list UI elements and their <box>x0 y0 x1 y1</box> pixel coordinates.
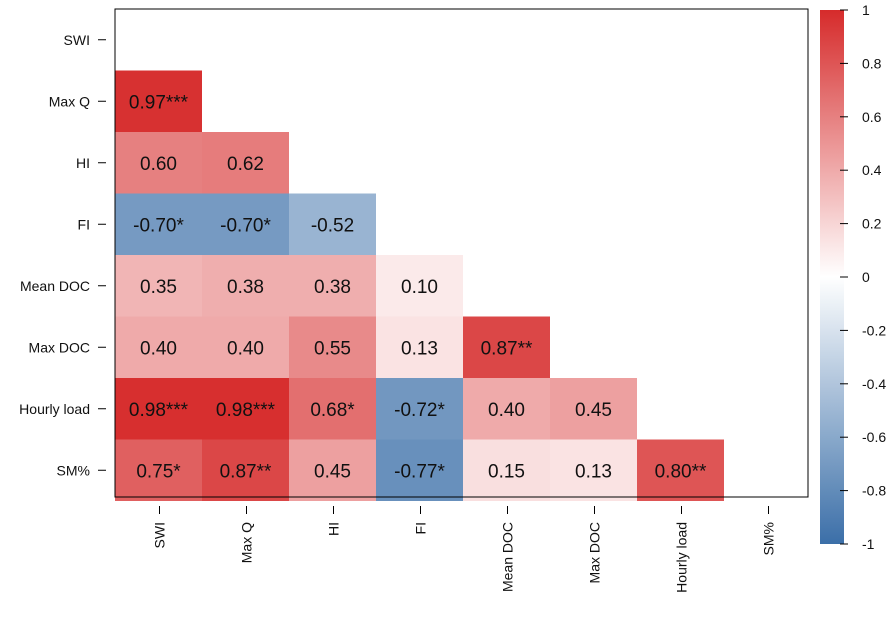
cell-value-label: 0.40 <box>140 338 177 359</box>
column-label-smpct: SM% <box>761 522 777 555</box>
cell-value-label: 0.38 <box>314 277 351 298</box>
cell-value-label: 0.15 <box>488 461 525 482</box>
column-label-max-doc: Max DOC <box>587 522 603 583</box>
plot-frame <box>114 8 809 498</box>
heatmap-cell-max-doc-fi <box>376 316 463 378</box>
row-label-max-q: Max Q <box>49 93 90 109</box>
colorbar-tick-label: 0.6 <box>862 109 882 125</box>
heatmap-cell-max-doc-max-q <box>202 316 289 378</box>
row-label-swi: SWI <box>64 32 90 48</box>
column-label-max-q: Max Q <box>239 522 255 563</box>
heatmap-cell-smpct-hourly-load <box>637 439 724 501</box>
heatmap-cell-mean-doc-fi <box>376 255 463 317</box>
heatmap-cell-fi-swi <box>115 193 202 255</box>
cell-value-label: 0.97*** <box>129 92 189 113</box>
heatmap-cell-smpct-mean-doc <box>463 439 550 501</box>
cell-value-label: 0.55 <box>314 338 351 359</box>
column-label-fi: FI <box>413 522 429 534</box>
cell-value-label: 0.13 <box>575 461 612 482</box>
colorbar-tick-label: 0.8 <box>862 55 882 71</box>
heatmap-cell-hourly-load-hi <box>289 378 376 440</box>
colorbar-tick-label: -1 <box>862 536 875 552</box>
cell-value-label: 0.35 <box>140 277 177 298</box>
cell-value-label: 0.87** <box>220 461 272 482</box>
colorbar-tick-label: 0.4 <box>862 162 882 178</box>
heatmap-cell-fi-hi <box>289 193 376 255</box>
cell-value-label: 0.13 <box>401 338 438 359</box>
heatmap-cell-hourly-load-fi <box>376 378 463 440</box>
cell-value-label: 0.75* <box>136 461 181 482</box>
heatmap-cell-max-doc-mean-doc <box>463 316 550 378</box>
colorbar-tick-label: -0.6 <box>862 429 886 445</box>
cell-value-label: -0.70* <box>133 215 184 236</box>
heatmap-cell-hourly-load-mean-doc <box>463 378 550 440</box>
heatmap-cell-hourly-load-max-q <box>202 378 289 440</box>
cell-value-label: 0.87** <box>481 338 533 359</box>
cell-value-label: -0.52 <box>311 215 354 236</box>
heatmap-cell-smpct-hi <box>289 439 376 501</box>
heatmap-cell-mean-doc-max-q <box>202 255 289 317</box>
row-label-fi: FI <box>78 216 90 232</box>
heatmap-cell-fi-max-q <box>202 193 289 255</box>
cell-value-label: 0.40 <box>488 400 525 421</box>
heatmap-cell-max-doc-swi <box>115 316 202 378</box>
cell-value-label: -0.70* <box>220 215 271 236</box>
heatmap-cell-smpct-fi <box>376 439 463 501</box>
heatmap-cell-mean-doc-swi <box>115 255 202 317</box>
cell-value-label: 0.98*** <box>216 400 276 421</box>
cell-value-label: -0.72* <box>394 400 445 421</box>
cell-value-label: 0.98*** <box>129 400 189 421</box>
row-label-smpct: SM% <box>57 462 90 478</box>
heatmap-cell-hi-max-q <box>202 132 289 194</box>
row-label-hourly-load: Hourly load <box>19 401 90 417</box>
row-axis: SWI Max Q HI FI Mean DOC Max DOC Hourly load SM… <box>19 32 106 478</box>
heatmap-cell-hourly-load-max-doc <box>550 378 637 440</box>
cell-value-label: -0.77* <box>394 461 445 482</box>
colorbar-tick-label: 0.2 <box>862 216 882 232</box>
column-label-swi: SWI <box>152 522 168 548</box>
cell-value-label: 0.68* <box>310 400 355 421</box>
cell-value-label: 0.80** <box>655 461 707 482</box>
column-label-mean-doc: Mean DOC <box>500 522 516 592</box>
cell-value-label: 0.45 <box>575 400 612 421</box>
heatmap-cell-mean-doc-hi <box>289 255 376 317</box>
cell-value-label: 0.38 <box>227 277 264 298</box>
heatmap-cell-smpct-max-doc <box>550 439 637 501</box>
colorbar-tick-label: -0.4 <box>862 376 886 392</box>
heatmap-cells: 0.97*** 0.60 0.62 -0.70* -0.70* -0.52 0.35 0.38… <box>115 70 724 501</box>
column-axis: SWI Max Q HI FI Mean DOC Max DOC Hourly load SM… <box>152 506 777 593</box>
column-label-hi: HI <box>326 522 342 536</box>
row-label-mean-doc: Mean DOC <box>20 278 90 294</box>
colorbar-tick-label: -0.8 <box>862 483 886 499</box>
cell-value-label: 0.40 <box>227 338 264 359</box>
heatmap-cell-hi-swi <box>115 132 202 194</box>
heatmap-cell-hourly-load-swi <box>115 378 202 440</box>
column-label-hourly-load: Hourly load <box>674 522 690 593</box>
cell-value-label: 0.10 <box>401 277 438 298</box>
colorbar-tick-label: -0.2 <box>862 322 886 338</box>
colorbar-tick-label: 1 <box>862 2 870 18</box>
heatmap-cell-max-doc-hi <box>289 316 376 378</box>
colorbar-tick-label: 0 <box>862 269 870 285</box>
cell-value-label: 0.60 <box>140 154 177 175</box>
cell-value-label: 0.62 <box>227 154 264 175</box>
heatmap-cell-smpct-max-q <box>202 439 289 501</box>
colorbar: 1 0.8 0.6 0.4 0.2 0 -0.2 -0.4 -0.6 -0.8 -1 <box>820 2 886 552</box>
heatmap-cell-max-q-swi <box>115 70 202 132</box>
cell-value-label: 0.45 <box>314 461 351 482</box>
row-label-max-doc: Max DOC <box>29 339 90 355</box>
row-label-hi: HI <box>76 155 90 171</box>
heatmap-cell-smpct-swi <box>115 439 202 501</box>
